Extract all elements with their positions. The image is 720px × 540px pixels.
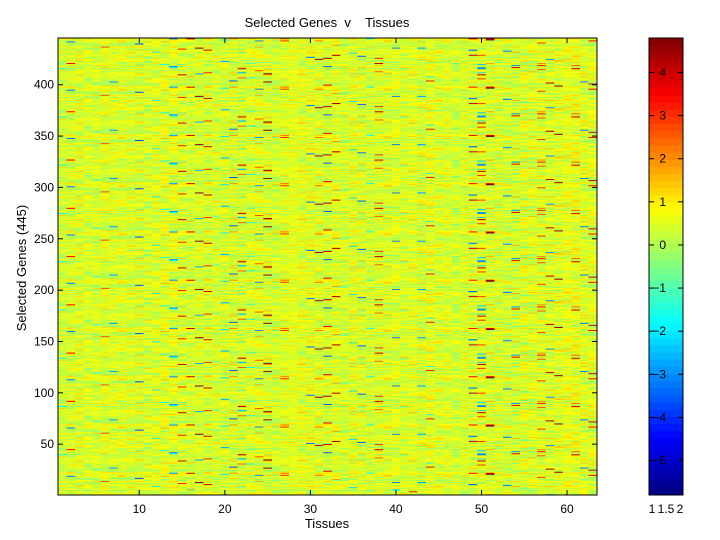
chart-title: Selected Genes v Tissues [245, 15, 410, 30]
heatmap-cells [58, 38, 597, 495]
